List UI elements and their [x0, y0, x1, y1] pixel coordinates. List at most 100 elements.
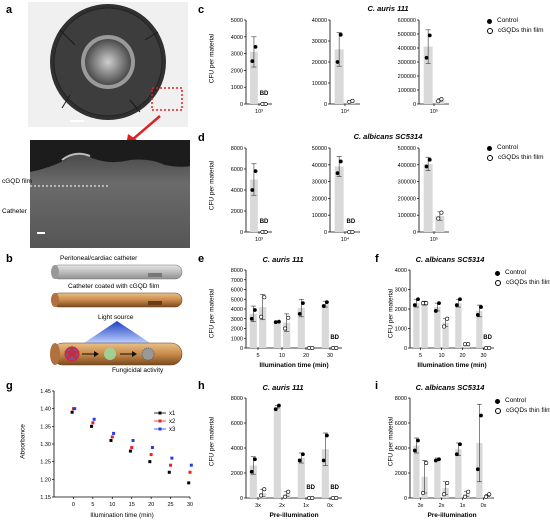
data-point: [475, 467, 480, 472]
data-point: [458, 297, 462, 302]
bar: [434, 459, 441, 498]
bar: [273, 321, 281, 348]
y-tick-label: 0: [413, 230, 416, 236]
y-tick-label: 500000: [398, 32, 416, 38]
data-point: [347, 99, 352, 104]
chart-c3: 0 100000 200000 300000 400000 500000 600000 10⁵: [398, 18, 449, 115]
bar: [249, 465, 257, 498]
y-tick-label: 10000: [312, 81, 327, 87]
y-tick-label: 1.15: [40, 495, 51, 501]
data-point: [483, 494, 488, 499]
y-tick-label: 6000: [395, 421, 407, 427]
legend-label-control: Control: [497, 144, 518, 151]
y-tick-label: 0: [240, 346, 243, 352]
data-point: [325, 300, 329, 305]
x-tick-label: 5: [419, 353, 422, 359]
data-point: [479, 305, 483, 309]
data-point: [259, 314, 264, 319]
bar: [423, 163, 433, 232]
bd-label: BD: [306, 485, 315, 491]
y-tick-label: 6000: [231, 167, 243, 173]
y-tick-label: 1000: [395, 327, 407, 333]
data-point: [458, 442, 462, 447]
y-tick-label: 4000: [231, 35, 243, 41]
data-point: [338, 159, 343, 164]
data-point: [445, 316, 450, 321]
data-point: [441, 492, 446, 497]
x-tick-label: 10⁵: [430, 236, 438, 243]
bd-label: BD: [260, 91, 269, 97]
legend-i: Control cGQDs thin film: [495, 396, 550, 416]
x-tick-label: 5: [256, 353, 259, 359]
data-point: [260, 230, 265, 235]
data-point: [109, 438, 113, 442]
y-tick-label: 6000: [231, 288, 243, 294]
data-point: [277, 319, 281, 324]
data-point: [334, 346, 339, 351]
legend-label-control: Control: [497, 17, 518, 24]
bd-label: BD: [483, 335, 492, 341]
data-point: [335, 60, 340, 64]
data-point: [437, 301, 441, 306]
y-tick-label: 40000: [312, 163, 327, 169]
data-point: [331, 346, 336, 351]
y-tick-label: 3000: [231, 52, 243, 58]
data-point: [283, 326, 288, 331]
legend-marker-control: [495, 398, 500, 404]
data-point: [338, 32, 343, 37]
bar: [463, 344, 470, 348]
y-tick-label: 8000: [231, 268, 243, 274]
x-tick-label: 10⁴: [341, 108, 350, 115]
x-tick-label: 10³: [255, 237, 263, 243]
y-tick-label: 2000: [231, 209, 243, 215]
catheter-label: Catheter: [2, 208, 27, 215]
y-tick-label: 0: [240, 496, 243, 502]
y-tick-label: 1.45: [40, 389, 51, 395]
chart-title-f: C. albicans SC5314: [415, 255, 485, 264]
x-tick-label: 10³: [255, 109, 263, 115]
bar: [250, 51, 258, 104]
panel-label-f: f: [375, 253, 379, 265]
bd-label: BD: [330, 485, 339, 491]
data-point: [297, 311, 302, 316]
x-tick-label: 0x: [481, 503, 487, 509]
chart-title-e: C. auris 111: [262, 255, 304, 264]
data-point: [487, 492, 492, 497]
chart-h: 0 2000 4000 6000 8000 3x 2x 1x BD 0x BD Pre-illumin…: [231, 396, 342, 519]
data-point: [307, 496, 312, 501]
coated-caption: Catheter coated with cGQD film: [68, 283, 160, 290]
data-point: [466, 489, 471, 494]
data-point: [189, 463, 193, 467]
panel-label-h: h: [198, 380, 205, 392]
data-point: [273, 320, 278, 325]
panel-label-b: b: [6, 253, 13, 265]
y-tick-label: 8000: [395, 396, 407, 402]
data-point: [439, 97, 444, 102]
bar: [476, 310, 483, 348]
y-tick-label: 4000: [231, 307, 243, 313]
legend-label-film: cGQDs thin film: [498, 154, 544, 161]
y-tick-label: 100000: [398, 213, 416, 219]
chart-title-c: C. auris 111: [367, 4, 409, 13]
x-tick-label: 10: [109, 502, 115, 508]
y-tick-label: 400000: [398, 46, 416, 52]
data-point: [487, 346, 492, 351]
bar: [249, 313, 257, 348]
x-tick-label: 3x: [418, 503, 424, 509]
y-tick-label: 20000: [312, 60, 327, 66]
data-point: [277, 403, 281, 408]
data-point: [286, 315, 291, 320]
panel-label-i: i: [375, 380, 379, 392]
data-point: [263, 102, 268, 107]
data-point: [483, 346, 488, 351]
y-tick-label: 2000: [395, 471, 407, 477]
bar: [297, 458, 305, 498]
y-tick-label: 6000: [231, 421, 243, 427]
data-point: [310, 346, 315, 351]
bar: [442, 322, 449, 348]
y-tick-label: 1.25: [40, 460, 51, 466]
y-tick-label: 0: [324, 230, 327, 236]
data-point: [260, 102, 265, 107]
fungicidal-label: Fungicidal activity: [112, 367, 164, 374]
y-tick-label: 50000: [312, 146, 327, 152]
